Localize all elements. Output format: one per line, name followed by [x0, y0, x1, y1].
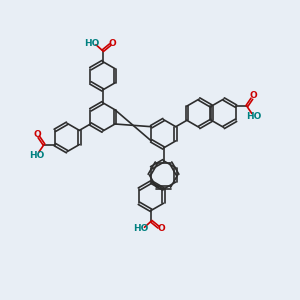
Text: O: O: [33, 130, 41, 139]
Text: HO: HO: [84, 39, 100, 48]
Text: O: O: [158, 224, 165, 233]
Text: O: O: [250, 92, 257, 100]
Text: O: O: [109, 39, 117, 48]
Text: HO: HO: [246, 112, 261, 121]
Text: HO: HO: [133, 224, 148, 233]
Text: HO: HO: [30, 151, 45, 160]
